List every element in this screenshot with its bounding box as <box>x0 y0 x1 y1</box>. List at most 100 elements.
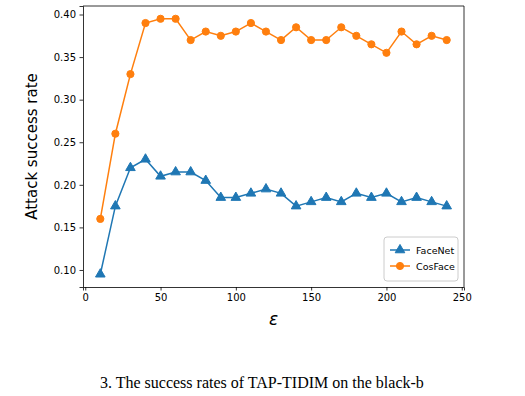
tick-label: 0.10 <box>54 265 76 276</box>
tick-label: 100 <box>227 292 246 303</box>
tick-mark <box>80 227 84 228</box>
y-axis-title: Attack success rate <box>23 73 41 220</box>
point <box>127 71 134 78</box>
tick-label: 0.25 <box>54 137 76 148</box>
tick: 0.20 <box>54 180 83 191</box>
tick-mark <box>80 57 84 58</box>
legend-label: CosFace <box>416 261 455 272</box>
tick-label: 0.40 <box>54 9 76 20</box>
point <box>353 32 360 39</box>
point <box>413 41 420 48</box>
series-line <box>100 19 446 219</box>
tick: 0.40 <box>54 9 83 20</box>
point <box>157 15 164 22</box>
point <box>277 36 284 43</box>
frame <box>83 6 464 7</box>
tick-mark <box>80 270 84 271</box>
point <box>201 175 211 183</box>
tick: 0.25 <box>54 137 83 148</box>
point <box>367 192 377 200</box>
legend-entry: FaceNet <box>390 244 454 255</box>
tick-mark <box>80 15 84 16</box>
tick: 0.30 <box>54 94 83 105</box>
point <box>261 184 271 192</box>
tick-label: 200 <box>377 292 396 303</box>
point <box>112 130 119 137</box>
point <box>232 28 239 35</box>
point <box>171 166 181 174</box>
y-axis: 0.10 0.15 0.20 0.25 0.30 0.35 0.40 <box>54 7 84 288</box>
tick: 50 <box>155 287 168 303</box>
point <box>306 196 316 204</box>
tick-mark <box>80 185 84 186</box>
tick-label: 0.30 <box>54 94 76 105</box>
point <box>291 201 301 209</box>
tick-label: 250 <box>453 292 472 303</box>
point <box>202 28 209 35</box>
point <box>172 15 179 22</box>
tick-label: 0.20 <box>54 180 76 191</box>
series <box>97 15 451 222</box>
point <box>156 171 166 179</box>
point <box>368 41 375 48</box>
tick-label: 0 <box>83 292 89 303</box>
point <box>142 19 149 26</box>
point <box>397 196 407 204</box>
point <box>443 36 450 43</box>
point <box>308 36 315 43</box>
tick: 0.15 <box>54 222 83 233</box>
tick-label: 0.35 <box>54 52 76 63</box>
tick-mark <box>80 100 84 101</box>
tick: 250 <box>453 287 472 303</box>
point <box>292 24 299 31</box>
point <box>276 188 286 196</box>
axis-line <box>80 7 84 288</box>
tick-label: 150 <box>302 292 321 303</box>
legend-marker <box>395 244 405 252</box>
tick-mark <box>80 142 84 143</box>
tick-mark <box>386 287 387 291</box>
point <box>412 192 422 200</box>
legend-box <box>384 237 458 281</box>
tick: 0 <box>83 287 89 303</box>
axis-line <box>84 288 465 291</box>
tick-mark <box>462 287 463 291</box>
point <box>216 192 226 200</box>
legend-entry: CosFace <box>390 261 455 272</box>
point <box>186 166 196 174</box>
point <box>336 196 346 204</box>
point <box>262 28 269 35</box>
point <box>246 188 256 196</box>
point <box>187 36 194 43</box>
frame <box>464 6 465 287</box>
caption: 3. The success rates of TAP-TIDIM on the… <box>100 374 424 391</box>
point <box>217 32 224 39</box>
x-axis-title: ε <box>269 309 278 329</box>
tick: 0.35 <box>54 52 83 63</box>
point <box>321 192 331 200</box>
point <box>231 192 241 200</box>
point <box>383 49 390 56</box>
legend-label: FaceNet <box>416 245 454 256</box>
point <box>382 188 392 196</box>
point <box>247 19 254 26</box>
point <box>126 162 136 170</box>
point <box>398 28 405 35</box>
tick: 100 <box>227 287 246 303</box>
tick-mark <box>85 287 86 291</box>
point <box>442 201 452 209</box>
point <box>428 32 435 39</box>
point <box>338 24 345 31</box>
chart: 0501001502002500.100.150.200.250.300.350… <box>0 0 525 396</box>
point <box>352 188 362 196</box>
point <box>323 36 330 43</box>
x-axis: 0 50 100 150 200 250 <box>83 287 472 303</box>
point <box>427 196 437 204</box>
tick-mark <box>161 287 162 291</box>
legend-marker <box>396 262 403 269</box>
tick: 150 <box>302 287 321 303</box>
tick-mark <box>311 287 312 291</box>
point <box>141 154 151 162</box>
tick-mark <box>236 287 237 291</box>
point <box>97 215 104 222</box>
